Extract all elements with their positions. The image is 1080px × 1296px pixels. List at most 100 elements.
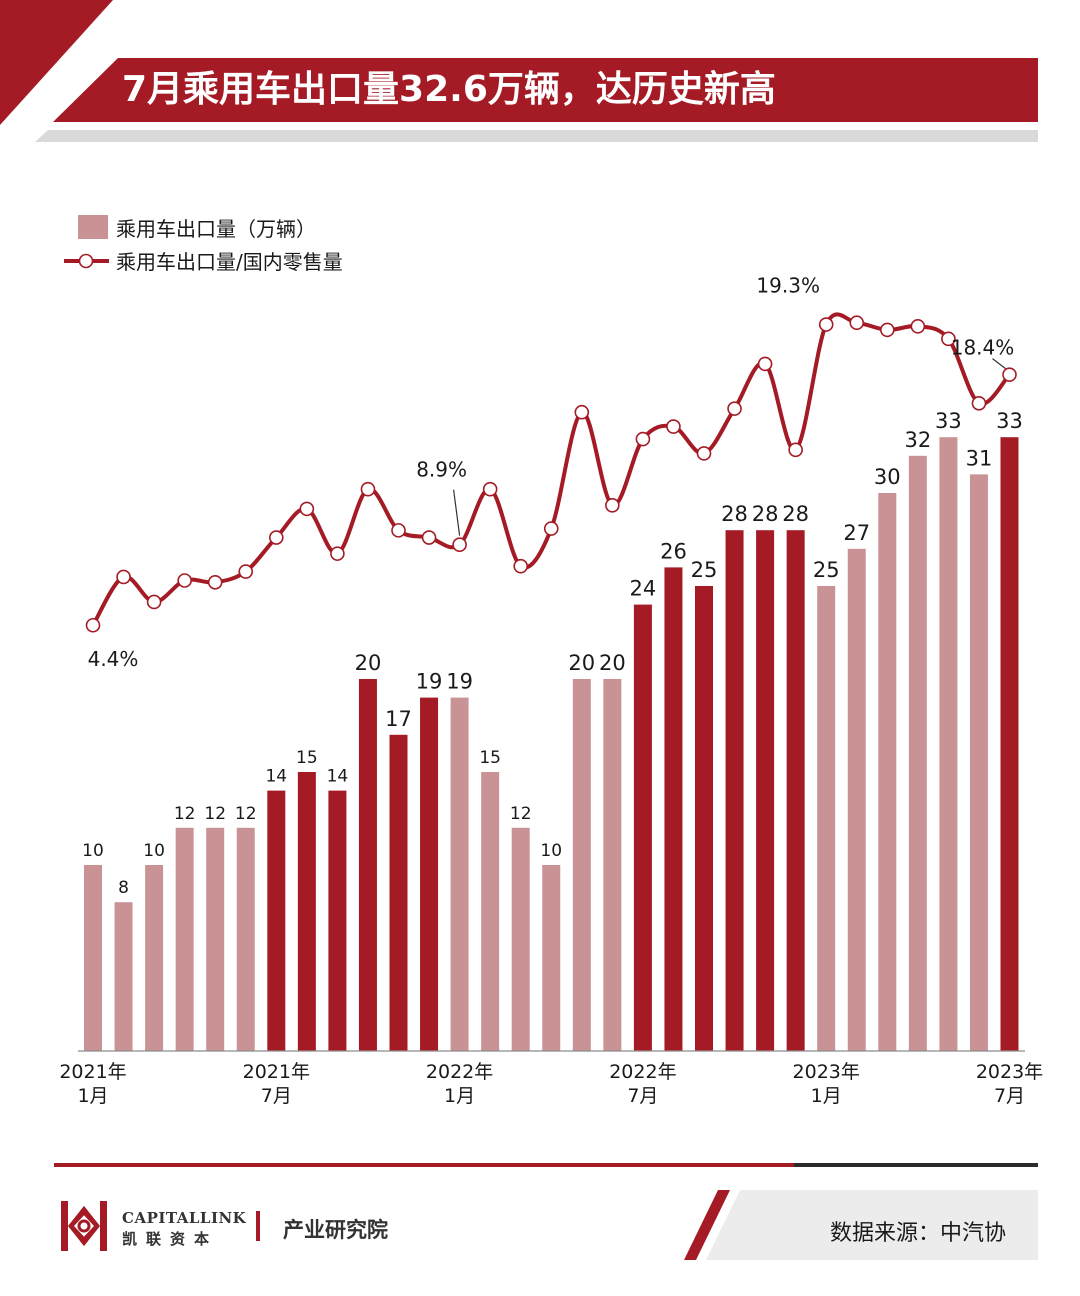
bar-value-label: 10: [82, 841, 104, 861]
bar-value-label: 20: [568, 651, 595, 675]
line-point-2021-02: [116, 569, 131, 585]
line-point-2022-01: [452, 537, 467, 552]
bar-value-label: 33: [935, 409, 962, 433]
line-point-2022-05: [574, 404, 590, 420]
bar-value-label: 20: [355, 651, 382, 675]
bar-value-label: 26: [660, 539, 687, 563]
line-annotations: 4.4% 8.9% 19.3% 18.4%: [88, 274, 1015, 672]
line-point-2023-05: [941, 331, 956, 347]
x-axis-ticks: 2021年1月2021年7月2022年1月2022年7月2023年1月2023年…: [59, 1061, 1043, 1107]
legend-bar-label: 乘用车出口量（万辆）: [116, 217, 316, 241]
bar-2022-11: [756, 530, 775, 1051]
ratio-line-path: [91, 312, 1012, 627]
bar-value-label: 31: [966, 446, 993, 470]
source-box: [684, 1190, 1038, 1260]
bar-value-label: 32: [904, 428, 931, 452]
bar-2021-11: [389, 734, 408, 1051]
legend-line-label: 乘用车出口量/国内零售量: [116, 250, 343, 274]
bar-2021-08: [297, 772, 316, 1051]
bar-value-label: 30: [874, 465, 901, 489]
bar-value-label: 25: [813, 558, 840, 582]
bar-2023-03: [878, 493, 897, 1051]
line-point-2021-05: [207, 574, 223, 590]
line-point-2022-12: [788, 442, 803, 458]
bar-2021-10: [358, 679, 377, 1051]
bar-2021-12: [420, 697, 439, 1051]
x-tick-month: 1月: [811, 1085, 842, 1107]
x-tick-year: 2021年: [59, 1061, 126, 1083]
export-chart: 乘用车出口量（万辆） 乘用车出口量/国内零售量 10 8 10 12 12 12 14 15 1…: [59, 215, 1043, 1107]
brand-name-en: CAPITALLINK: [122, 1209, 247, 1227]
bar-2023-02: [847, 548, 866, 1051]
line-point-2022-09: [696, 446, 712, 461]
bar-2022-10: [725, 530, 744, 1051]
bar-2021-01: [84, 865, 102, 1051]
bar-value-label: 14: [265, 767, 287, 787]
line-value-label: 19.3%: [756, 274, 820, 298]
x-tick-month: 7月: [627, 1085, 658, 1107]
bar-value-label: 17: [385, 707, 412, 731]
line-value-label: 4.4%: [88, 647, 139, 671]
bar-2022-09: [695, 586, 713, 1051]
line-point-2021-11: [391, 523, 406, 538]
title-banner: [35, 58, 1038, 142]
bar-value-label: 28: [721, 502, 748, 526]
bar-2021-02: [114, 902, 133, 1051]
corner-decoration: [0, 0, 113, 125]
x-tick-year: 2022年: [609, 1061, 676, 1083]
bar-2022-01: [450, 697, 469, 1051]
bar-2022-12: [786, 530, 805, 1051]
bar-2022-05: [572, 679, 591, 1051]
bar-2021-07: [267, 790, 286, 1051]
bar-value-label: 28: [782, 502, 809, 526]
bar-value-label: 24: [630, 577, 657, 601]
bar-value-label: 8: [118, 878, 129, 898]
annotation-leader: [453, 489, 461, 536]
bar-2022-08: [664, 567, 683, 1051]
ratio-line-series: [85, 312, 1017, 633]
bar-2023-05: [939, 437, 958, 1051]
line-point-2022-02: [482, 481, 498, 497]
legend-bar-swatch: [78, 215, 108, 239]
line-point-2022-04: [543, 521, 559, 536]
line-point-2023-01: [818, 317, 834, 332]
bar-value-label: 15: [296, 748, 318, 768]
bar-value-label: 12: [204, 804, 226, 824]
bar-value-label: 20: [599, 651, 626, 675]
line-point-2021-08: [299, 501, 315, 517]
annotation-leader: [992, 358, 1006, 370]
bar-value-label: 10: [143, 841, 165, 861]
bar-2022-07: [633, 604, 652, 1051]
bar-value-label: 28: [752, 502, 779, 526]
bar-value-label: 15: [479, 748, 501, 768]
line-point-2023-03: [879, 322, 895, 338]
brand-name-cn: 凯联资本: [122, 1230, 219, 1248]
bar-2022-06: [603, 679, 622, 1051]
x-tick-month: 1月: [444, 1085, 475, 1107]
bar-value-label: 33: [996, 409, 1023, 433]
x-tick-year: 2023年: [976, 1061, 1043, 1083]
bar-value-label: 19: [416, 670, 443, 694]
line-point-2021-04: [177, 573, 192, 588]
line-point-2021-09: [330, 546, 345, 561]
bar-2023-01: [817, 586, 836, 1051]
bar-2022-02: [481, 772, 500, 1051]
x-tick-year: 2021年: [243, 1061, 310, 1083]
page-title: 7月乘用车出口量32.6万辆，达历史新高: [122, 69, 776, 110]
x-tick-month: 7月: [994, 1085, 1025, 1107]
line-point-2021-01: [85, 617, 101, 633]
line-point-2023-07: [1002, 367, 1017, 382]
data-source: 数据来源：中汽协: [830, 1221, 1007, 1246]
line-value-label: 18.4%: [951, 336, 1015, 360]
bar-value-label: 12: [235, 804, 257, 824]
line-point-2022-08: [666, 419, 681, 434]
bar-2021-09: [328, 790, 347, 1051]
bar-2023-06: [969, 474, 988, 1051]
brand-divider: [256, 1211, 260, 1241]
bar-2021-03: [145, 865, 164, 1051]
x-tick-month: 1月: [77, 1085, 108, 1107]
legend-line-marker: [78, 253, 94, 269]
bar-2023-04: [908, 455, 927, 1051]
line-point-2022-03: [513, 558, 529, 574]
